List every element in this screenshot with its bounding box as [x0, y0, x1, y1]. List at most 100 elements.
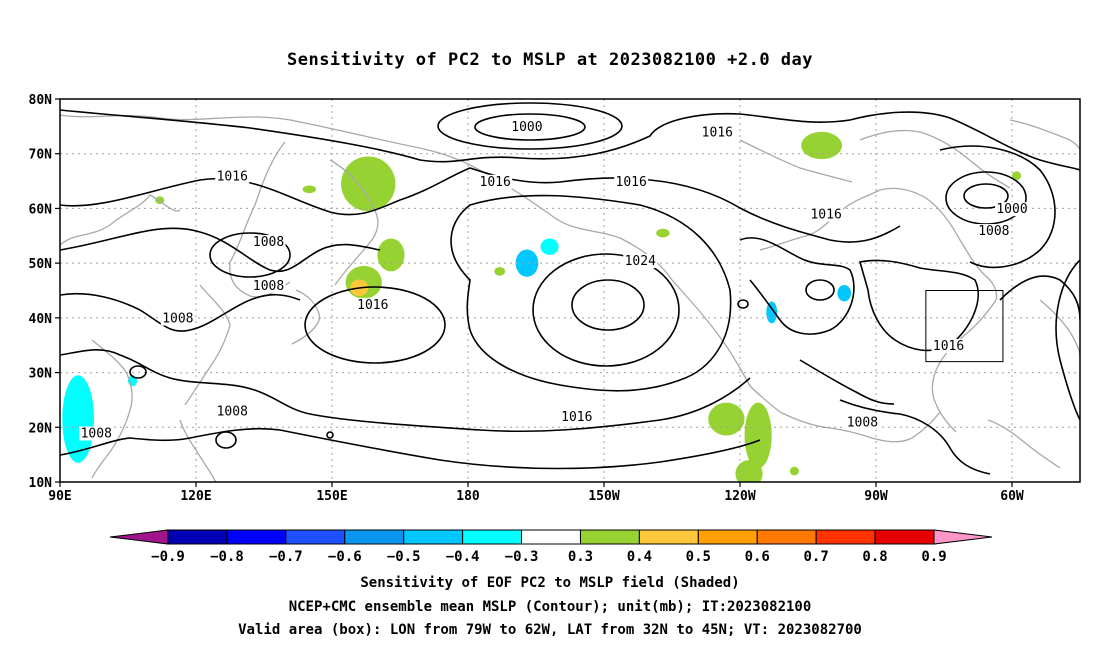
- lon-tick-label: 150W: [588, 489, 619, 504]
- shaded-patch: [766, 301, 778, 324]
- lon-tick-label: 120E: [180, 489, 211, 504]
- contour-high-inner: [571, 279, 645, 331]
- lat-tick-label: 20N: [29, 421, 53, 436]
- contour-label-bg: [931, 338, 966, 353]
- colorbar-label: 0.6: [745, 549, 770, 565]
- contour-label: 1016: [357, 298, 388, 313]
- contour-label-bg: [809, 207, 844, 222]
- contour-label: 1024: [625, 254, 656, 269]
- lon-tick-label: 90W: [864, 489, 888, 504]
- contour-label-bg: [559, 410, 594, 425]
- colorbar-box: [521, 529, 581, 545]
- contour-label: 1000: [996, 202, 1027, 217]
- colorbar-box: [638, 529, 699, 545]
- caption-line-3: Valid area (box): LON from 79W to 62W, L…: [238, 622, 862, 638]
- lat-tick-label: 80N: [29, 93, 53, 108]
- lat-tick-label: 70N: [29, 148, 53, 163]
- contour-label: 1008: [978, 224, 1009, 239]
- colorbar-label: 0.4: [627, 549, 652, 565]
- contour-label-bg: [215, 169, 250, 184]
- colorbar-label: 0.7: [804, 549, 829, 565]
- contour-low-arctic: [474, 113, 586, 141]
- contour-label: 1008: [81, 426, 112, 441]
- contour-label: 1016: [810, 208, 841, 223]
- contour-label-bg: [251, 234, 286, 249]
- figure-title: Sensitivity of PC2 to MSLP at 2023082100…: [286, 50, 813, 70]
- shaded-patch: [801, 131, 842, 160]
- colorbar-box: [462, 529, 523, 545]
- lon-tick-label: 60W: [1000, 489, 1024, 504]
- shaded-patch: [515, 249, 539, 277]
- contour-ring-arctic: [437, 102, 623, 150]
- colorbar-box: [403, 529, 464, 545]
- contour-high-1024: [532, 253, 680, 367]
- contour-label-bg: [251, 278, 286, 293]
- contour-label-bg: [700, 125, 735, 140]
- contour-label-bg: [355, 297, 390, 312]
- contour-labels: 1000 1016 1016 1016 1016 1016 1000 1008 1008 1024…: [79, 120, 1029, 441]
- colorbar-label: 0.9: [921, 549, 946, 565]
- shaded-patch: [837, 285, 852, 302]
- colorbar-box: [697, 529, 758, 545]
- lon-tick-label: 120W: [724, 489, 755, 504]
- colorbar-box: [874, 529, 935, 545]
- colorbar-box: [344, 529, 405, 545]
- colorbar-right-arrow: [933, 529, 993, 545]
- contour-label-bg: [215, 404, 250, 419]
- contour-label: 1016: [702, 126, 733, 141]
- mslp-contours: [60, 102, 1080, 475]
- colorbar-label: −0.6: [328, 549, 362, 565]
- colorbar-left-arrow: [109, 529, 169, 545]
- contour-label: 1008: [162, 312, 193, 327]
- contour-label-bg: [623, 254, 658, 269]
- contour-label-bg: [976, 224, 1011, 239]
- shaded-patch: [735, 460, 763, 482]
- colorbar-label: −0.3: [505, 549, 539, 565]
- lat-tick-label: 60N: [29, 202, 53, 217]
- colorbar-label: −0.4: [446, 549, 480, 565]
- contour-label: 1008: [217, 405, 248, 420]
- caption-line-1: Sensitivity of EOF PC2 to MSLP field (Sh…: [360, 575, 740, 591]
- colorbar-label: 0.8: [862, 549, 887, 565]
- lat-tick-label: 30N: [29, 367, 53, 382]
- shaded-patch: [656, 228, 670, 238]
- shaded-patch: [377, 238, 405, 272]
- colorbar-label: 0.3: [568, 549, 593, 565]
- lon-tick-label: 90E: [48, 489, 71, 504]
- shaded-patch: [708, 402, 745, 436]
- colorbar-box: [167, 529, 228, 545]
- contour-label: 1016: [480, 175, 511, 190]
- shaded-patch: [494, 266, 506, 276]
- contour-label-bg: [845, 415, 880, 430]
- caption-line-2: NCEP+CMC ensemble mean MSLP (Contour); u…: [288, 599, 812, 615]
- shaded-patch: [540, 238, 559, 255]
- contour-label: 1008: [253, 235, 284, 250]
- map-grid: [60, 99, 1080, 482]
- shaded-patch: [744, 402, 772, 469]
- contour-label-bg: [79, 426, 114, 441]
- contour-label-bg: [995, 202, 1029, 217]
- colorbar-label: −0.9: [151, 549, 185, 565]
- colorbar-box: [756, 529, 817, 545]
- shaded-patch: [302, 185, 317, 194]
- lat-tick-label: 10N: [29, 476, 53, 491]
- lon-tick-label: 150E: [316, 489, 347, 504]
- contour-label: 1000: [511, 120, 542, 135]
- colorbar-box: [815, 529, 876, 545]
- colorbar-label: 0.5: [686, 549, 711, 565]
- contour-label: 1016: [616, 175, 647, 190]
- contour-label: 1016: [933, 339, 964, 354]
- lat-tick-label: 50N: [29, 257, 53, 272]
- colorbar-label: −0.7: [269, 549, 303, 565]
- contour-label: 1016: [561, 410, 592, 425]
- shaded-patch: [1012, 171, 1022, 180]
- colorbar-label: −0.8: [210, 549, 244, 565]
- shaded-patch: [341, 156, 396, 212]
- lat-tick-label: 40N: [29, 312, 53, 327]
- contour-label: 1008: [847, 416, 878, 431]
- colorbar-label: −0.5: [387, 549, 421, 565]
- map-frame: [59, 98, 1081, 483]
